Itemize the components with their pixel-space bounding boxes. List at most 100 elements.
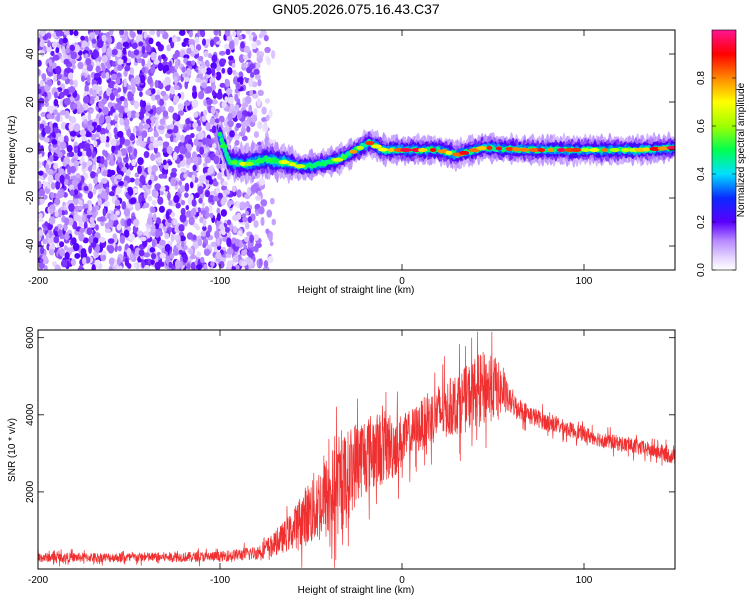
spectrogram-noise-cell bbox=[111, 73, 118, 81]
snr-panel: -200 -100 0 100 2000 4000 6000 Height of stra… bbox=[7, 326, 676, 596]
spectrogram-noise-cell bbox=[198, 174, 206, 183]
spectrogram-noise-cell bbox=[227, 200, 235, 206]
spectrogram-noise-cell bbox=[47, 91, 52, 100]
spectrogram-noise-cell bbox=[226, 260, 233, 270]
spectrogram-noise-cell bbox=[138, 122, 144, 132]
spectrogram-noise-cell bbox=[114, 115, 119, 122]
spectrogram-noise-cell bbox=[151, 164, 159, 173]
spectrogram-noise-cell bbox=[168, 105, 175, 113]
spectrogram-noise-cell bbox=[173, 234, 179, 241]
spectrogram-noise-cell bbox=[70, 258, 76, 266]
spectrogram-noise-cell bbox=[234, 238, 240, 247]
spectrogram-noise-cell bbox=[118, 265, 123, 270]
spectrogram-noise-cell bbox=[100, 134, 107, 144]
spectrogram-noise-cell bbox=[216, 91, 223, 100]
spectrogram-noise-cell bbox=[185, 204, 190, 211]
spectrogram-noise-cell bbox=[214, 230, 220, 239]
spectrogram-noise-cell bbox=[98, 115, 105, 125]
spectrogram-noise-cell bbox=[127, 110, 132, 119]
spectrogram-noise-cell bbox=[92, 49, 98, 58]
spectrogram-noise-cell bbox=[219, 223, 225, 231]
spectrogram-noise-cell bbox=[134, 177, 141, 186]
spectrogram-noise-cell bbox=[157, 55, 162, 61]
spectrogram-noise-cell bbox=[151, 239, 156, 248]
spectrogram-noise-cell bbox=[86, 149, 93, 157]
spectrogram-noise-cell bbox=[203, 248, 211, 257]
spectrogram-noise-cell bbox=[179, 185, 186, 193]
spectrogram-noise-cell bbox=[107, 244, 115, 254]
spectrogram-noise-cell bbox=[261, 106, 267, 115]
spectrogram-noise-cell bbox=[227, 96, 234, 105]
spectrogram-noise-cell bbox=[265, 228, 270, 235]
spectrogram-noise-cell bbox=[196, 125, 202, 132]
spectrogram-noise-cell bbox=[225, 48, 231, 56]
spectrogram-noise-cell bbox=[145, 89, 152, 96]
spectrogram-noise-cell bbox=[113, 213, 118, 221]
spectrogram-noise-cell bbox=[197, 131, 205, 140]
spectrogram-noise-cell bbox=[114, 103, 121, 111]
spectrogram-peak-cell bbox=[476, 146, 488, 151]
spectrogram-peak-cell bbox=[218, 144, 229, 149]
spectrogram-peak-cell bbox=[589, 148, 600, 152]
spectrogram-noise-cell bbox=[207, 166, 215, 175]
spectrogram-noise-cell bbox=[59, 248, 66, 257]
spectrogram-noise-cell bbox=[91, 121, 98, 127]
spectrogram-noise-cell bbox=[95, 224, 99, 231]
spectrogram-noise-cell bbox=[54, 226, 59, 232]
spectrogram-noise-cell bbox=[249, 71, 255, 78]
spectrogram-noise-cell bbox=[258, 177, 265, 186]
spectrogram-noise-cell bbox=[173, 76, 178, 84]
spectrogram-noise-cell bbox=[226, 219, 232, 226]
spectrogram-noise-cell bbox=[57, 228, 63, 237]
spectrogram-noise-cell bbox=[180, 241, 185, 248]
spectrogram-noise-cell bbox=[59, 141, 67, 150]
spectrogram-noise-cell bbox=[236, 189, 242, 198]
spectrogram-noise-cell bbox=[209, 266, 214, 270]
spectrogram-noise-cell bbox=[221, 58, 227, 65]
spectrogram-noise-cell bbox=[50, 182, 56, 190]
spectrogram-noise-cell bbox=[59, 115, 63, 123]
spectrogram-noise-cell bbox=[59, 174, 65, 184]
spectrogram-noise-cell bbox=[198, 55, 204, 62]
spectrogram-noise-cell bbox=[215, 251, 222, 260]
spectrogram-noise-cell bbox=[127, 146, 133, 153]
spectrogram-noise-cell bbox=[210, 261, 215, 268]
spectrogram-noise-cell bbox=[192, 164, 197, 172]
spectrogram-noise-cell bbox=[207, 53, 213, 59]
spectrogram-noise-cell bbox=[74, 205, 80, 212]
spectrogram-noise-cell bbox=[140, 74, 146, 84]
spectrogram-noise-cell bbox=[173, 194, 180, 204]
spectrogram-noise-cell bbox=[162, 147, 168, 153]
spectrogram-noise-cell bbox=[68, 86, 76, 94]
spectrogram-noise-cell bbox=[105, 136, 110, 143]
spectrogram-noise-cell bbox=[124, 30, 129, 37]
spectrogram-noise-cell bbox=[62, 37, 68, 44]
spectrogram-noise-cell bbox=[164, 232, 170, 239]
spectrogram-noise-cell bbox=[78, 264, 83, 270]
spectrogram-noise-cell bbox=[231, 185, 237, 193]
spectrogram-noise-cell bbox=[56, 73, 62, 80]
spectrogram-noise-cell bbox=[236, 110, 243, 119]
colorbar-tick-label: 0.2 bbox=[696, 215, 707, 229]
spectrogram-noise-cell bbox=[122, 41, 130, 48]
spectrogram-peak-cell bbox=[331, 157, 344, 162]
spectrogram-noise-cell bbox=[89, 216, 95, 224]
spectrogram-noise-cell bbox=[72, 242, 80, 252]
spectrogram-noise-cell bbox=[124, 65, 131, 72]
spectrogram-x-tick-label: -100 bbox=[210, 276, 230, 287]
spectrogram-noise-cell bbox=[159, 118, 166, 126]
spectrogram-noise-cell bbox=[67, 165, 72, 175]
spectrogram-noise-cell bbox=[227, 120, 234, 128]
spectrogram-noise-cell bbox=[245, 222, 250, 230]
spectrogram-noise-cell bbox=[180, 199, 186, 206]
spectrogram-noise-cell bbox=[159, 30, 165, 35]
spectrogram-noise-cell bbox=[73, 160, 80, 167]
spectrogram-noise-cell bbox=[38, 147, 42, 155]
spectrogram-noise-cell bbox=[56, 114, 60, 123]
spectrogram-noise-cell bbox=[130, 31, 136, 39]
spectrogram-y-axis-label: Frequency (Hz) bbox=[7, 116, 18, 185]
spectrogram-noise-cell bbox=[78, 232, 85, 242]
spectrogram-noise-cell bbox=[223, 189, 231, 195]
spectrogram-noise-cell bbox=[205, 61, 210, 68]
spectrogram-noise-cell bbox=[49, 154, 54, 162]
